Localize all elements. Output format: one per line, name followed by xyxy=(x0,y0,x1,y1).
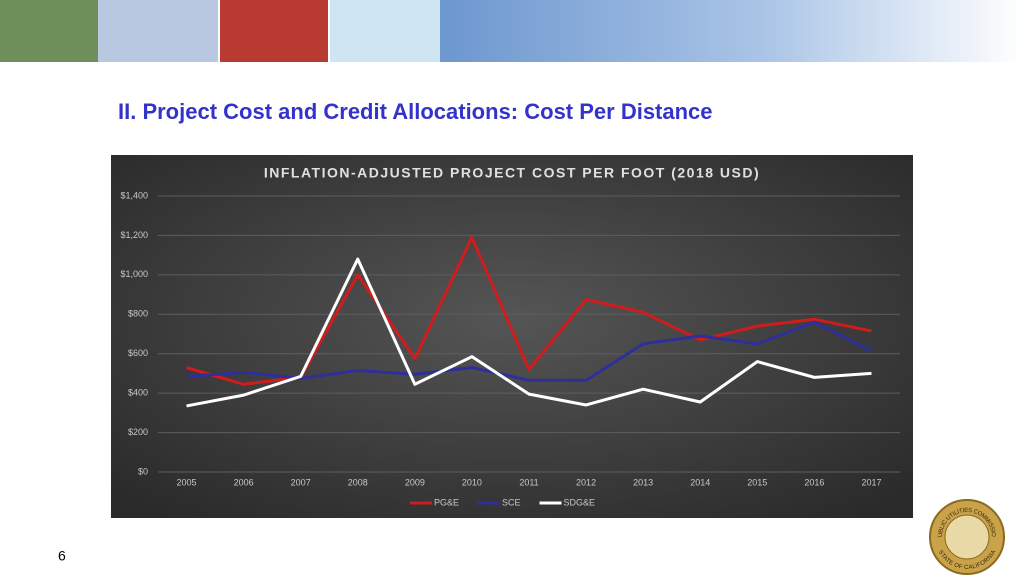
header-photo-water xyxy=(330,0,440,62)
y-tick-label: $1,400 xyxy=(120,190,148,200)
x-tick-label: 2008 xyxy=(348,477,368,487)
header-photo-house xyxy=(0,0,98,62)
x-tick-label: 2011 xyxy=(519,477,538,487)
plot: $0 $200 $400 $600 $800 $1,000 $1,200 $1,400 2005… xyxy=(120,190,900,507)
x-tick-label: 2010 xyxy=(462,477,482,487)
x-tick-label: 2009 xyxy=(405,477,425,487)
y-tick-label: $1,000 xyxy=(120,269,148,279)
legend-label: PG&E xyxy=(434,497,459,507)
x-tick-label: 2014 xyxy=(690,477,710,487)
legend-label: SDG&E xyxy=(564,497,596,507)
header-photo-train xyxy=(220,0,328,62)
y-tick-label: $400 xyxy=(128,388,148,398)
page-number: 6 xyxy=(58,548,66,564)
x-tick-label: 2007 xyxy=(291,477,311,487)
y-tick-label: $1,200 xyxy=(120,230,148,240)
y-tick-label: $600 xyxy=(128,348,148,358)
seal-inner xyxy=(944,514,990,560)
header-photo-phone xyxy=(98,0,218,62)
chart-background xyxy=(111,155,913,518)
header-band xyxy=(440,0,1024,62)
y-tick-label: $200 xyxy=(128,427,148,437)
x-tick-label: 2015 xyxy=(747,477,767,487)
chart-title: INFLATION-ADJUSTED PROJECT COST PER FOOT… xyxy=(264,165,760,181)
y-tick-label: $0 xyxy=(138,466,148,476)
x-tick-label: 2016 xyxy=(804,477,824,487)
legend-label: SCE xyxy=(502,497,521,507)
series-line xyxy=(186,257,872,408)
slide-title: II. Project Cost and Credit Allocations:… xyxy=(118,99,713,124)
series-line xyxy=(186,320,873,382)
x-tick-label: 2005 xyxy=(177,477,197,487)
x-tick-label: 2012 xyxy=(576,477,596,487)
x-tick-label: 2017 xyxy=(861,477,881,487)
x-tick-label: 2013 xyxy=(633,477,653,487)
y-tick-label: $800 xyxy=(128,309,148,319)
x-tick-label: 2006 xyxy=(234,477,254,487)
